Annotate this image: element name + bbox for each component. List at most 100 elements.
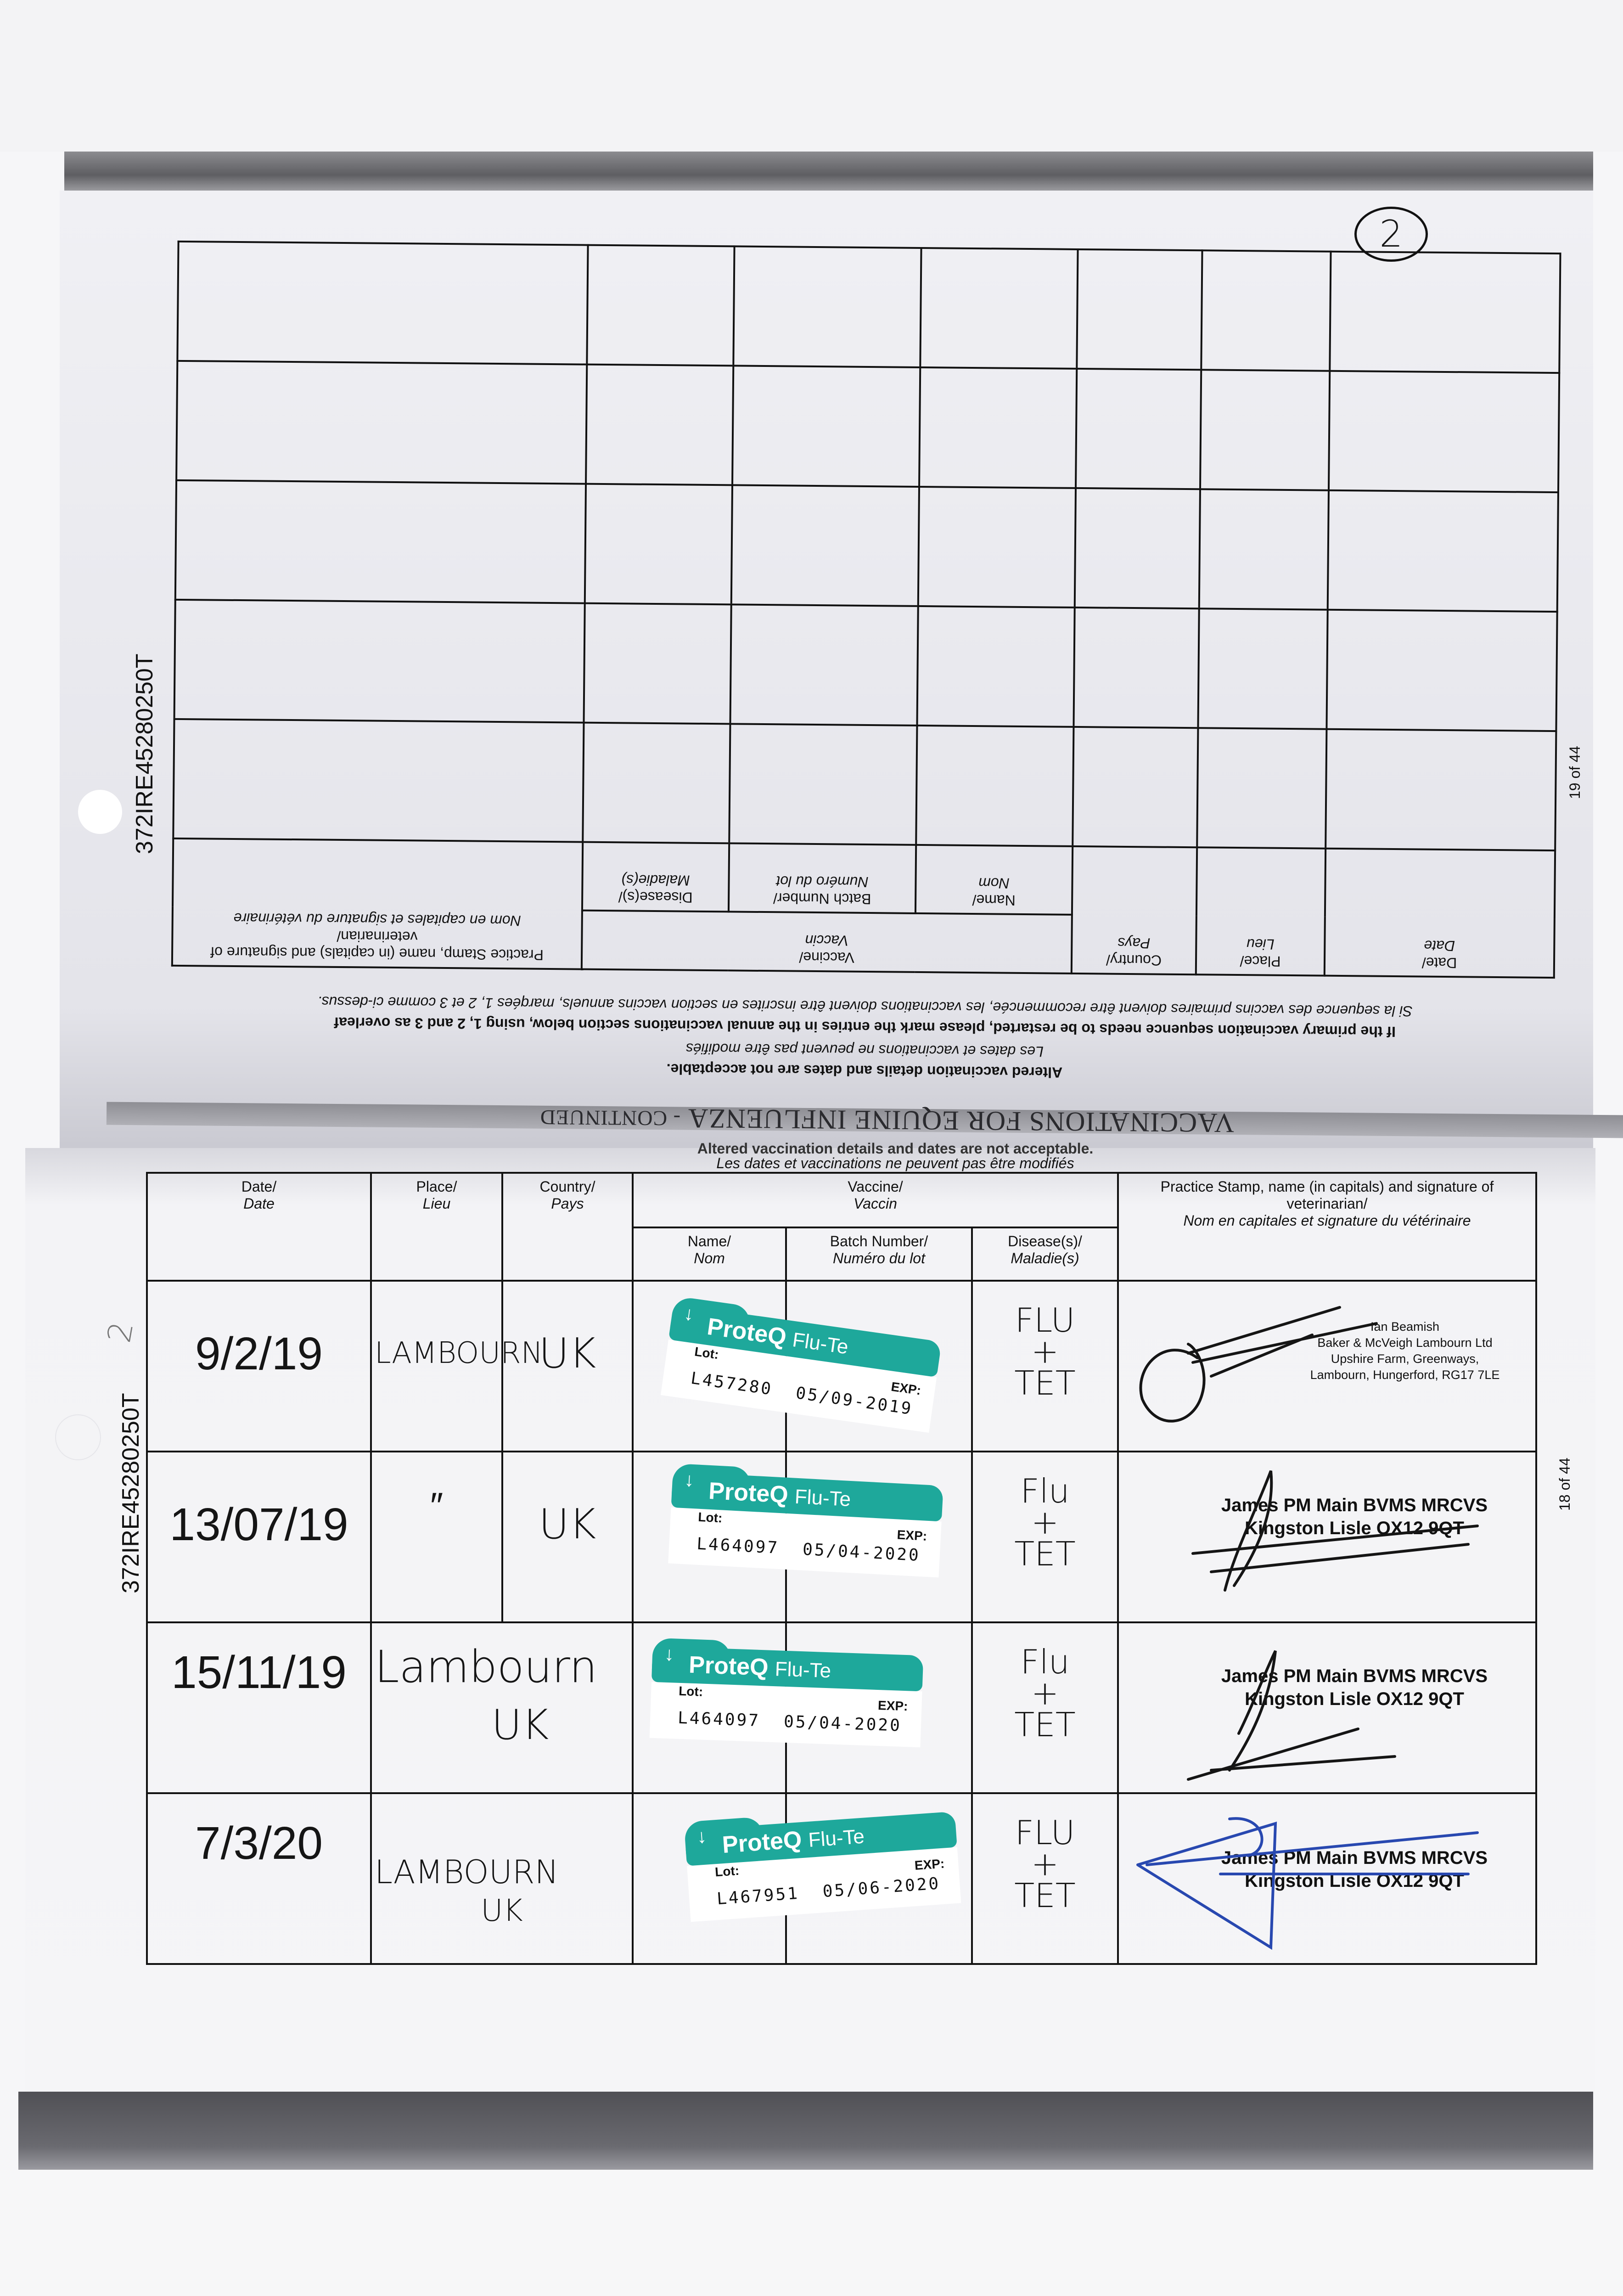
vaccination-table: Date/Date Place/Lieu Country/Pays Vaccin… <box>146 1172 1537 1965</box>
empty-cell <box>733 246 921 367</box>
disease-line: + <box>1031 1503 1059 1542</box>
page-marker-text: 2 <box>1379 213 1403 255</box>
place-value: LAMBOURN <box>375 1336 543 1370</box>
down-arrow-icon: ↓ <box>696 1825 708 1847</box>
vaccine-sticker: ↓ ProteQ Flu-Te Lot: EXP: L464097 05/04-2020 <box>668 1469 943 1578</box>
vaccine-sticker: ↓ ProteQ Flu-Te Lot: EXP: L467951 05/06-2020 <box>684 1811 961 1922</box>
empty-cell <box>583 722 730 844</box>
down-arrow-icon: ↓ <box>684 1469 695 1491</box>
stamp-line: Baker & McVeigh Lambourn Ltd <box>1317 1336 1493 1350</box>
vaccine-brand: ProteQ Flu-Te <box>688 1651 831 1683</box>
date-value: 13/07/19 <box>169 1499 348 1550</box>
disease-line: + <box>1031 1332 1059 1371</box>
place-cell: LAMBOURN <box>370 1280 543 1452</box>
empty-cell <box>729 724 917 845</box>
passport-id-top: 372IRE45280250T <box>131 653 158 854</box>
stamp-line: Ian Beamish <box>1370 1320 1440 1334</box>
empty-cell <box>1328 371 1560 493</box>
vet-signature <box>1139 1306 1378 1423</box>
empty-cell <box>730 604 918 726</box>
vet-signature <box>1136 1817 1479 1950</box>
place-country-cell: Lambourn UK <box>370 1621 634 1794</box>
header-vaccine: Vaccine/Vaccin <box>632 1172 1119 1228</box>
empty-cell <box>919 367 1077 488</box>
empty-cell <box>1073 607 1199 728</box>
exp-label: EXP: <box>896 1527 927 1543</box>
section-title-band: VACCINATIONS FOR EQUINE INFLUENZA - CONT… <box>106 1102 1623 1139</box>
page-marker-circled: 2 <box>1354 207 1428 262</box>
disease-line: TET <box>1014 1534 1076 1573</box>
header-date: Date/Date <box>146 1172 372 1282</box>
lot-label: Lot: <box>714 1863 740 1880</box>
empty-cell <box>176 360 587 484</box>
empty-cell <box>173 719 584 842</box>
place-country-cell: LAMBOURN UK <box>370 1792 634 1965</box>
country-cell: UK <box>501 1451 634 1623</box>
disease-value: FLU + TET <box>976 1304 1114 1400</box>
header-batch: Batch Number/Numéro du lot <box>785 1227 973 1282</box>
country-value: UK <box>539 1329 596 1378</box>
empty-cell <box>916 725 1074 846</box>
page-number-18: 18 of 44 <box>1556 1458 1573 1511</box>
header-name: Name/Nom <box>915 844 1073 915</box>
table-row: 9/2/19 LAMBOURN UK FLU + TET <box>146 1280 1537 1452</box>
disease-value: Flu + TET <box>976 1472 1114 1573</box>
disease-value: FLU + TET <box>976 1816 1114 1915</box>
header-country: Country/Pays <box>1071 846 1197 975</box>
header-date: Date/Date <box>1324 848 1556 978</box>
signature-stroke <box>1187 1650 1396 1781</box>
empty-cell <box>731 485 920 606</box>
empty-table-row <box>173 719 1556 851</box>
disease-cell: Flu + TET <box>971 1621 1119 1794</box>
country-value: UK <box>481 1892 523 1928</box>
empty-cell <box>177 241 588 365</box>
country-cell: UK <box>501 1280 634 1452</box>
header-place: Place/Lieu <box>370 1172 503 1282</box>
vaccine-sticker: ↓ ProteQ Flu-Te Lot: EXP: L464097 05/04-2020 <box>649 1643 924 1748</box>
empty-table-row <box>174 599 1557 732</box>
header-vaccine: Vaccine/Vaccin <box>581 910 1072 974</box>
section-title-suffix: - CONTINUED <box>539 1105 681 1131</box>
scan-top-margin <box>0 0 1623 152</box>
stamp-line: James PM Main BVMS MRCVS <box>1221 1495 1488 1515</box>
date-cell: 9/2/19 <box>146 1280 372 1452</box>
top-page-content: VACCINATIONS FOR EQUINE INFLUENZA - CONT… <box>106 241 1623 1154</box>
practice-stamp: Ian Beamish Baker & McVeigh Lambourn Ltd U… <box>1276 1319 1533 1383</box>
header-batch: Batch Number/Numéro du lot <box>728 843 916 913</box>
place-value: Lambourn <box>375 1641 597 1693</box>
stamp-line: Upshire Farm, Greenways, <box>1331 1352 1479 1366</box>
vaccination-table-top: Date/Date Place/Lieu Country/Pays Vaccin… <box>171 241 1561 979</box>
section-title: VACCINATIONS FOR EQUINE INFLUENZA <box>687 1103 1235 1138</box>
header-place: Place/Lieu <box>1196 847 1326 976</box>
empty-cell <box>918 486 1076 608</box>
header-country: Country/Pays <box>501 1172 634 1282</box>
lot-label: Lot: <box>678 1683 703 1699</box>
scan-bottom-margin <box>0 2170 1623 2296</box>
disease-value: Flu + TET <box>976 1645 1114 1741</box>
empty-cell <box>1199 489 1329 610</box>
empty-cell <box>1200 370 1330 490</box>
disease-line: TET <box>1014 1876 1076 1915</box>
stamp-line: Lambourn, Hungerford, RG17 7LE <box>1310 1368 1500 1382</box>
practice-stamp-cell <box>1117 1280 1537 1452</box>
date-cell: 15/11/19 <box>146 1621 372 1794</box>
date-value: 9/2/19 <box>195 1328 323 1379</box>
practice-stamp: James PM Main BVMS MRCVS Kingston Lisle O… <box>1175 1665 1533 1711</box>
header-disease: Disease(s)/Maladie(s) <box>971 1227 1119 1282</box>
date-cell: 7/3/20 <box>146 1792 372 1965</box>
disease-line: + <box>1031 1674 1059 1713</box>
empty-cell <box>1197 728 1327 849</box>
empty-cell <box>1073 726 1198 848</box>
practice-stamp-cell <box>1117 1621 1537 1794</box>
empty-cell <box>732 366 921 487</box>
empty-cell <box>1074 488 1200 609</box>
exp-label: EXP: <box>877 1698 908 1714</box>
empty-table-row <box>175 480 1558 612</box>
empty-cell <box>174 599 585 723</box>
lot-label: Lot: <box>697 1509 723 1525</box>
empty-cell <box>1330 251 1561 373</box>
disease-line: Flu <box>1020 1472 1070 1510</box>
passport-id-bottom: 372IRE45280250T <box>118 1393 144 1593</box>
empty-table-row <box>176 360 1560 493</box>
book-edge-top <box>64 152 1593 191</box>
